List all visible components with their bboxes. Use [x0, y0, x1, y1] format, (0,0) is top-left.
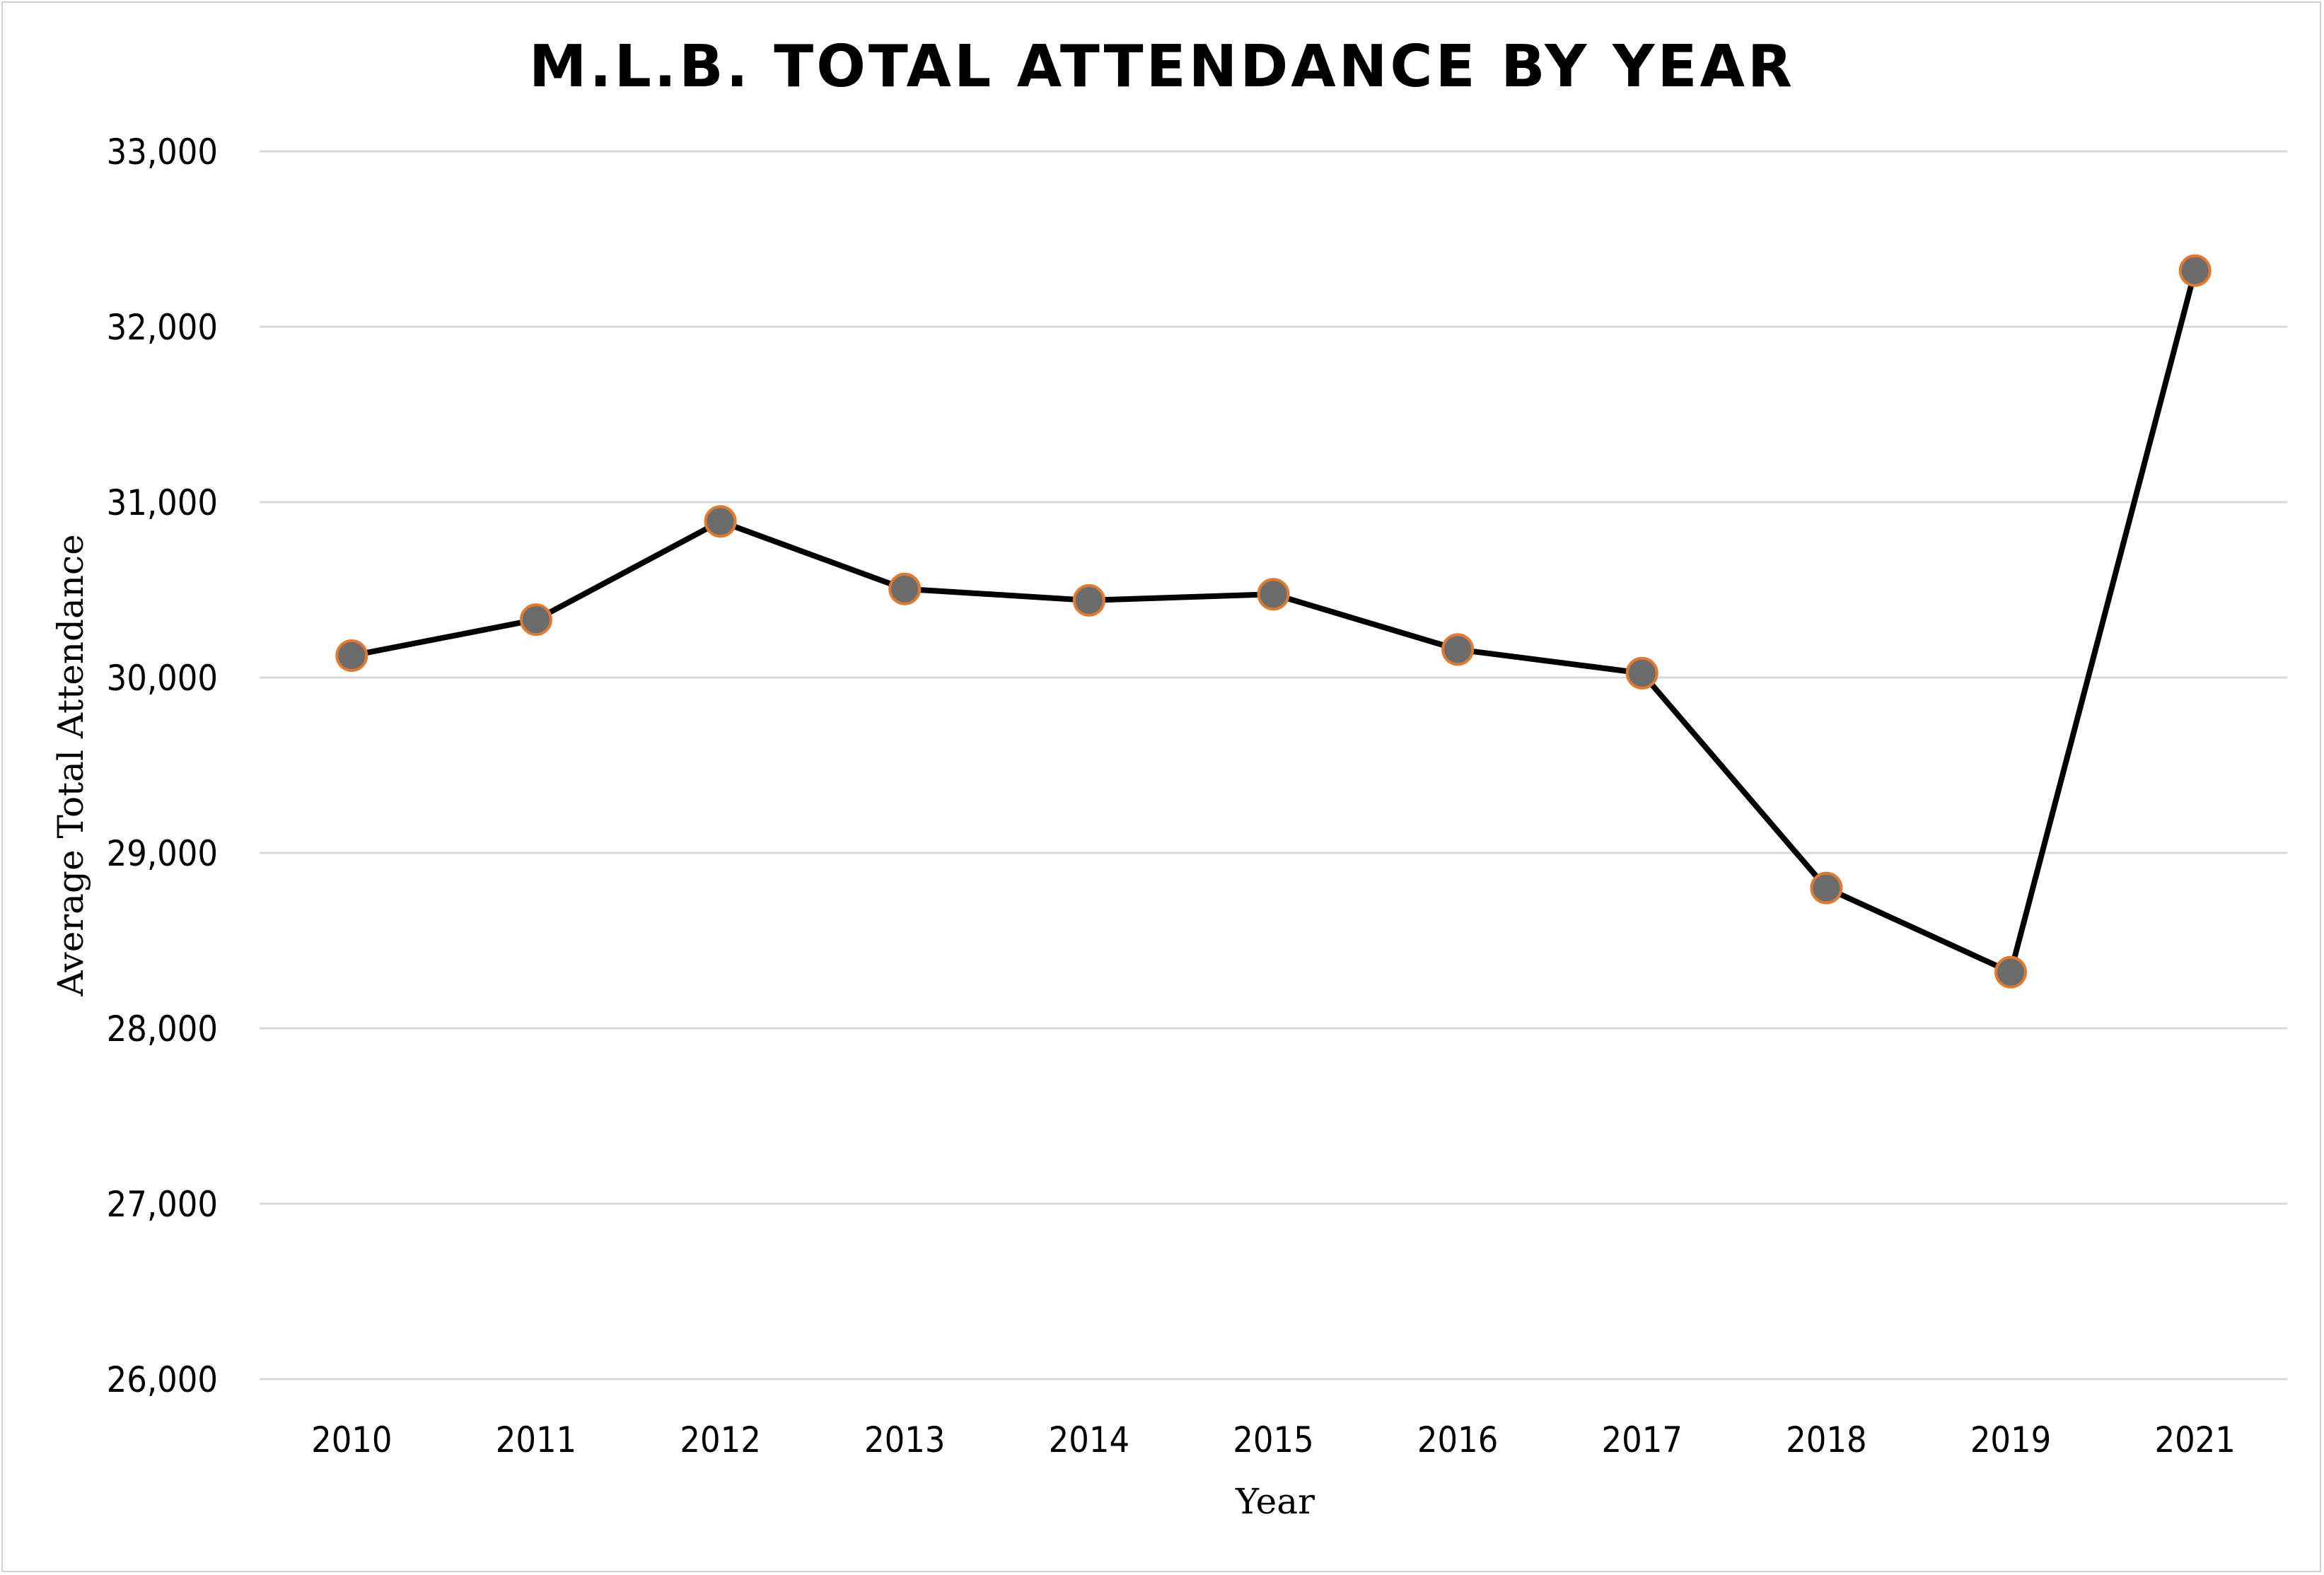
x-tick-label: 2018 — [1786, 1419, 1866, 1460]
y-axis-title: Average Total Attendance — [50, 534, 91, 996]
x-tick-label: 2015 — [1233, 1419, 1313, 1460]
data-point-2017 — [1625, 656, 1658, 690]
series — [335, 254, 2212, 989]
data-point-2021 — [2178, 254, 2212, 287]
y-tick-label: 31,000 — [107, 482, 218, 523]
x-tick-label: 2013 — [864, 1419, 945, 1460]
data-point-2013 — [888, 572, 922, 605]
y-tick-label: 26,000 — [107, 1359, 218, 1400]
chart-title: M.L.B. TOTAL ATTENDANCE BY YEAR — [529, 33, 1795, 100]
x-tick-label: 2019 — [1970, 1419, 2051, 1460]
x-axis-title: Year — [1235, 1481, 1315, 1522]
y-tick-label: 33,000 — [107, 132, 218, 173]
y-tick-label: 32,000 — [107, 307, 218, 348]
x-tick-label: 2017 — [1602, 1419, 1683, 1460]
x-axis-tick-labels: 2010 2011 2012 2013 2014 2015 2016 2017 2018 2019… — [311, 1419, 2236, 1460]
gridlines — [260, 150, 2287, 1381]
y-tick-label: 29,000 — [107, 833, 218, 874]
x-tick-label: 2011 — [496, 1419, 576, 1460]
series-line — [351, 269, 2198, 975]
x-tick-label: 2010 — [311, 1419, 392, 1460]
y-tick-label: 28,000 — [107, 1009, 218, 1050]
x-tick-label: 2021 — [2154, 1419, 2235, 1460]
x-tick-label: 2012 — [680, 1419, 760, 1460]
data-point-2015 — [1257, 578, 1290, 611]
data-point-2011 — [519, 603, 552, 637]
x-tick-label: 2016 — [1417, 1419, 1498, 1460]
data-point-2016 — [1441, 633, 1475, 666]
data-point-2019 — [1994, 955, 2028, 989]
y-tick-label: 27,000 — [107, 1184, 218, 1225]
data-point-2014 — [1072, 583, 1105, 617]
y-axis-tick-labels: 26,000 27,000 28,000 29,000 30,000 31,000 32,0… — [107, 132, 218, 1400]
data-point-2012 — [704, 505, 737, 538]
x-tick-label: 2014 — [1049, 1419, 1129, 1460]
data-point-2018 — [1810, 871, 1843, 905]
y-tick-label: 30,000 — [107, 658, 218, 699]
data-point-2010 — [335, 639, 368, 672]
